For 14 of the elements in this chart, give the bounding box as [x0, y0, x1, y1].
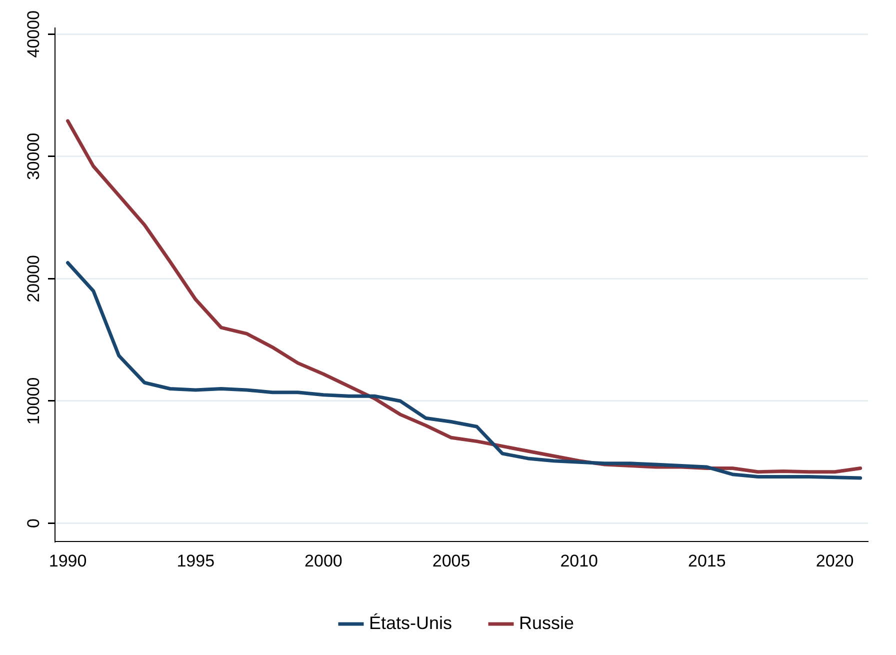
y-tick-label: 40000	[24, 10, 44, 58]
y-tick-label: 30000	[24, 132, 44, 180]
x-tick-label: 2010	[560, 551, 598, 570]
x-tick-label: 2005	[432, 551, 470, 570]
x-tick-label: 1995	[176, 551, 215, 570]
y-tick-label: 0	[24, 518, 44, 528]
legend-label: Russie	[519, 612, 574, 633]
x-tick-label: 2020	[816, 551, 854, 570]
y-tick-label: 10000	[24, 377, 44, 425]
y-tick-label: 20000	[24, 255, 44, 302]
x-tick-label: 1990	[48, 551, 87, 570]
x-tick-label: 2015	[688, 551, 726, 570]
x-tick-label: 2000	[304, 551, 342, 570]
legend-label: États-Unis	[368, 612, 452, 633]
